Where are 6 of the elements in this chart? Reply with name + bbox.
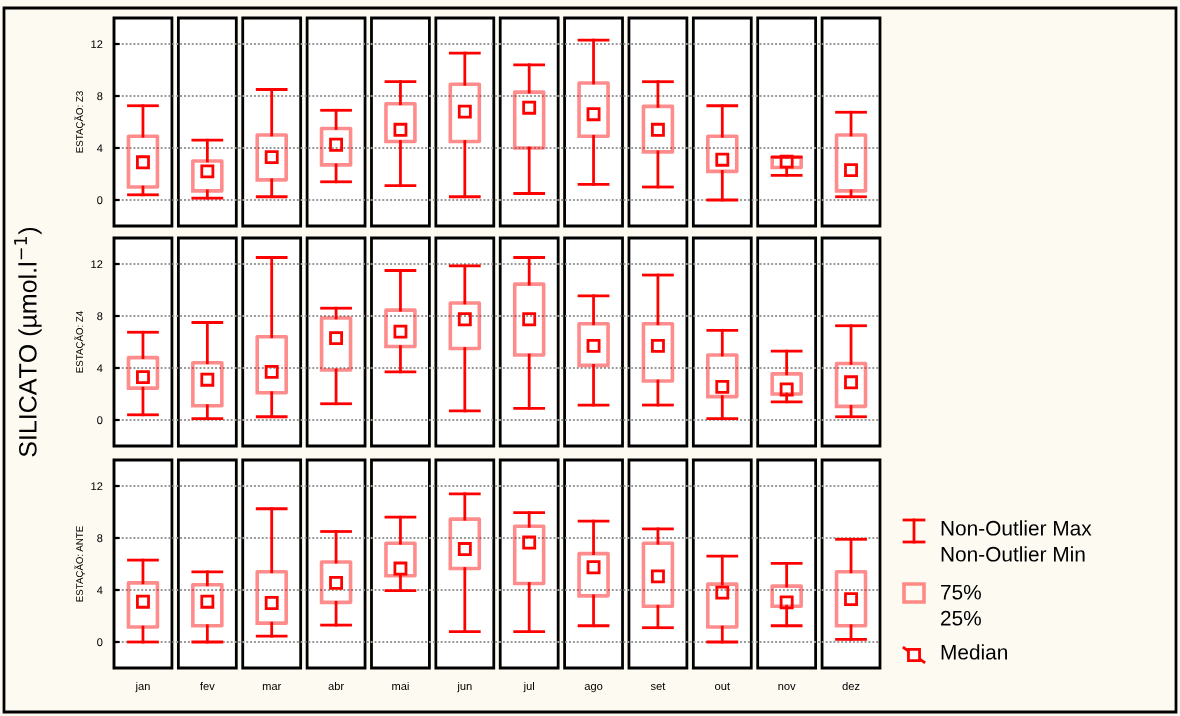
text: 25% bbox=[941, 610, 981, 626]
text: Median bbox=[941, 644, 1007, 660]
text: Non-Outlier Max bbox=[941, 520, 1092, 536]
text: Non-Outlier Min bbox=[941, 546, 1085, 562]
text: SILICATO (µmol.l$^{−1}$) bbox=[14, 227, 42, 457]
text: 75% bbox=[941, 584, 981, 600]
